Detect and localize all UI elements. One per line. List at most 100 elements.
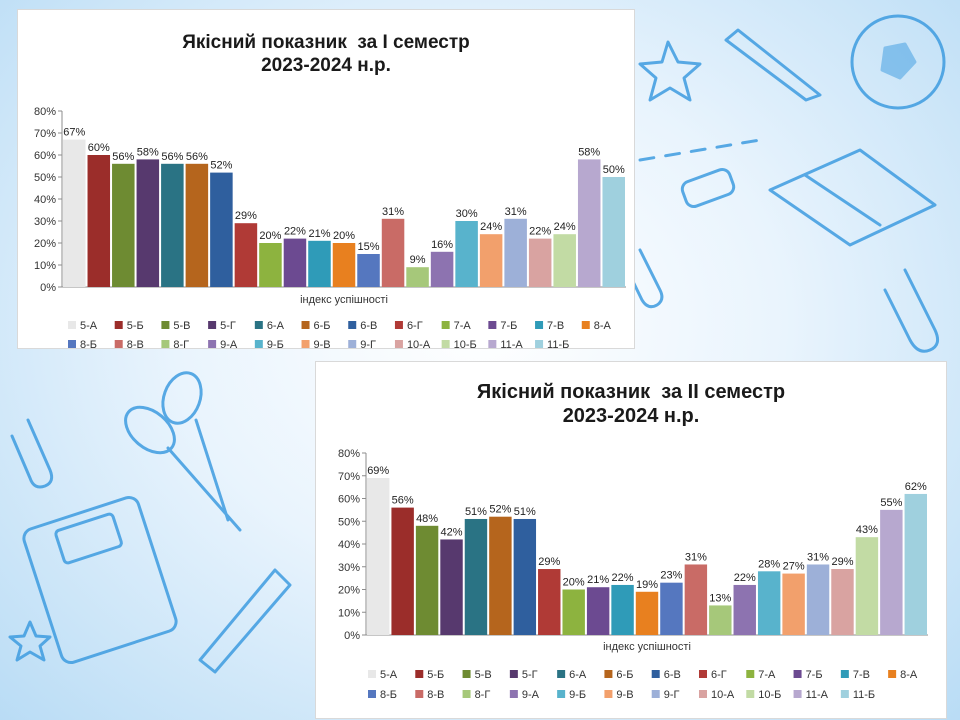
bar-7-В [611,584,634,635]
legend-swatch [488,321,497,329]
legend-swatch [348,321,357,329]
legend-entry: 8-Г [173,339,189,348]
pencil-doodle-icon-2 [198,568,292,674]
legend-swatch [509,670,518,678]
bar-11-А [880,509,903,635]
x-axis-label: індекс успішності [300,294,388,306]
legend-swatch [301,340,310,348]
legend-entry: 5-Г [522,669,538,681]
legend-swatch [368,670,376,678]
bar-5-А [367,478,390,635]
legend-swatch [254,340,263,348]
legend-swatch [68,340,76,348]
legend-swatch [698,690,707,698]
bar-10-А [831,569,854,635]
data-label: 55% [880,497,902,509]
legend-entry: 6-А [267,320,285,332]
bar-9-А [430,251,454,287]
bar-10-Б [855,537,879,635]
legend-swatch [394,321,403,329]
y-tick-label: 50% [34,172,56,184]
legend-entry: 9-В [616,689,633,701]
y-tick-label: 30% [338,562,360,574]
data-label: 56% [112,151,134,163]
bar-6-А [464,518,488,635]
legend-swatch [509,690,518,698]
pencil-doodle-icon [724,28,822,102]
bar-5-В [415,525,439,635]
legend-swatch [161,321,170,329]
legend-entry: 7-В [853,669,870,681]
data-label: 22% [529,226,551,238]
bar-11-Б [904,493,927,635]
bar-8-В [381,218,405,287]
bar-6-А [161,163,184,287]
data-label: 20% [259,230,281,242]
x-axis-label: індекс успішності [603,641,691,653]
data-label: 48% [416,513,438,525]
legend-swatch [208,321,217,329]
paperclip-doodle-icon [883,268,940,353]
legend-entry: 6-Г [711,669,727,681]
bar-6-Г [538,569,561,635]
legend-swatch [793,670,802,678]
data-label: 27% [783,561,805,573]
y-tick-label: 40% [338,539,360,551]
legend-entry: 9-А [522,689,540,701]
bar-5-В [112,163,135,287]
legend-entry: 5-Б [427,669,444,681]
legend-swatch [161,340,170,348]
data-label: 28% [758,558,780,570]
legend-swatch [415,690,424,698]
legend-entry: 6-А [569,669,587,681]
bar-9-Б [757,571,781,635]
legend-swatch [557,670,566,678]
data-label: 21% [308,228,330,240]
data-label: 56% [186,151,208,163]
bar-10-Б [553,234,576,287]
bar-5-А [63,139,86,287]
data-label: 62% [905,481,927,493]
legend-entry: 6-В [360,320,377,332]
bar-9-Б [455,221,478,287]
soccer-ball-icon [850,14,946,110]
legend-swatch [415,670,424,678]
bar-7-А [259,243,282,287]
legend-swatch [254,321,263,329]
legend-entry: 10-Б [758,689,781,701]
data-label: 9% [410,254,426,266]
legend-swatch [840,690,849,698]
legend-swatch [348,340,357,348]
bar-6-Б [489,516,512,635]
legend-swatch [208,340,217,348]
y-tick-label: 10% [34,260,56,272]
y-tick-label: 70% [338,471,360,483]
bar-8-Г [709,605,732,635]
bar-10-А [528,238,552,287]
legend-entry: 7-В [547,320,564,332]
bar-7-А [562,589,585,635]
legend-swatch [604,670,613,678]
legend-swatch [441,340,450,348]
data-label: 23% [660,570,682,582]
bar-11-Б [602,177,625,287]
bar-9-Г [504,218,527,287]
bar-chart-semester-2: 0%10%20%30%40%50%60%70%80%69%56%48%42%51… [338,448,928,701]
legend-entry: 8-Б [80,339,97,348]
data-label: 60% [88,142,110,154]
data-label: 31% [685,551,707,563]
chart-panel-semester-2: Якісний показник за ІІ семестр 2023-2024… [316,362,946,718]
y-tick-label: 0% [344,630,360,642]
bar-5-Г [136,159,160,287]
legend-entry: 6-Б [314,320,331,332]
y-tick-label: 10% [338,607,360,619]
bar-11-А [577,159,601,287]
legend-entry: 7-А [758,669,776,681]
data-label: 31% [807,551,829,563]
data-label: 56% [392,495,414,507]
y-tick-label: 80% [338,448,360,460]
legend-entry: 10-А [711,689,735,701]
legend-entry: 5-В [173,320,190,332]
legend-entry: 7-Б [500,320,517,332]
legend-swatch [581,321,590,329]
